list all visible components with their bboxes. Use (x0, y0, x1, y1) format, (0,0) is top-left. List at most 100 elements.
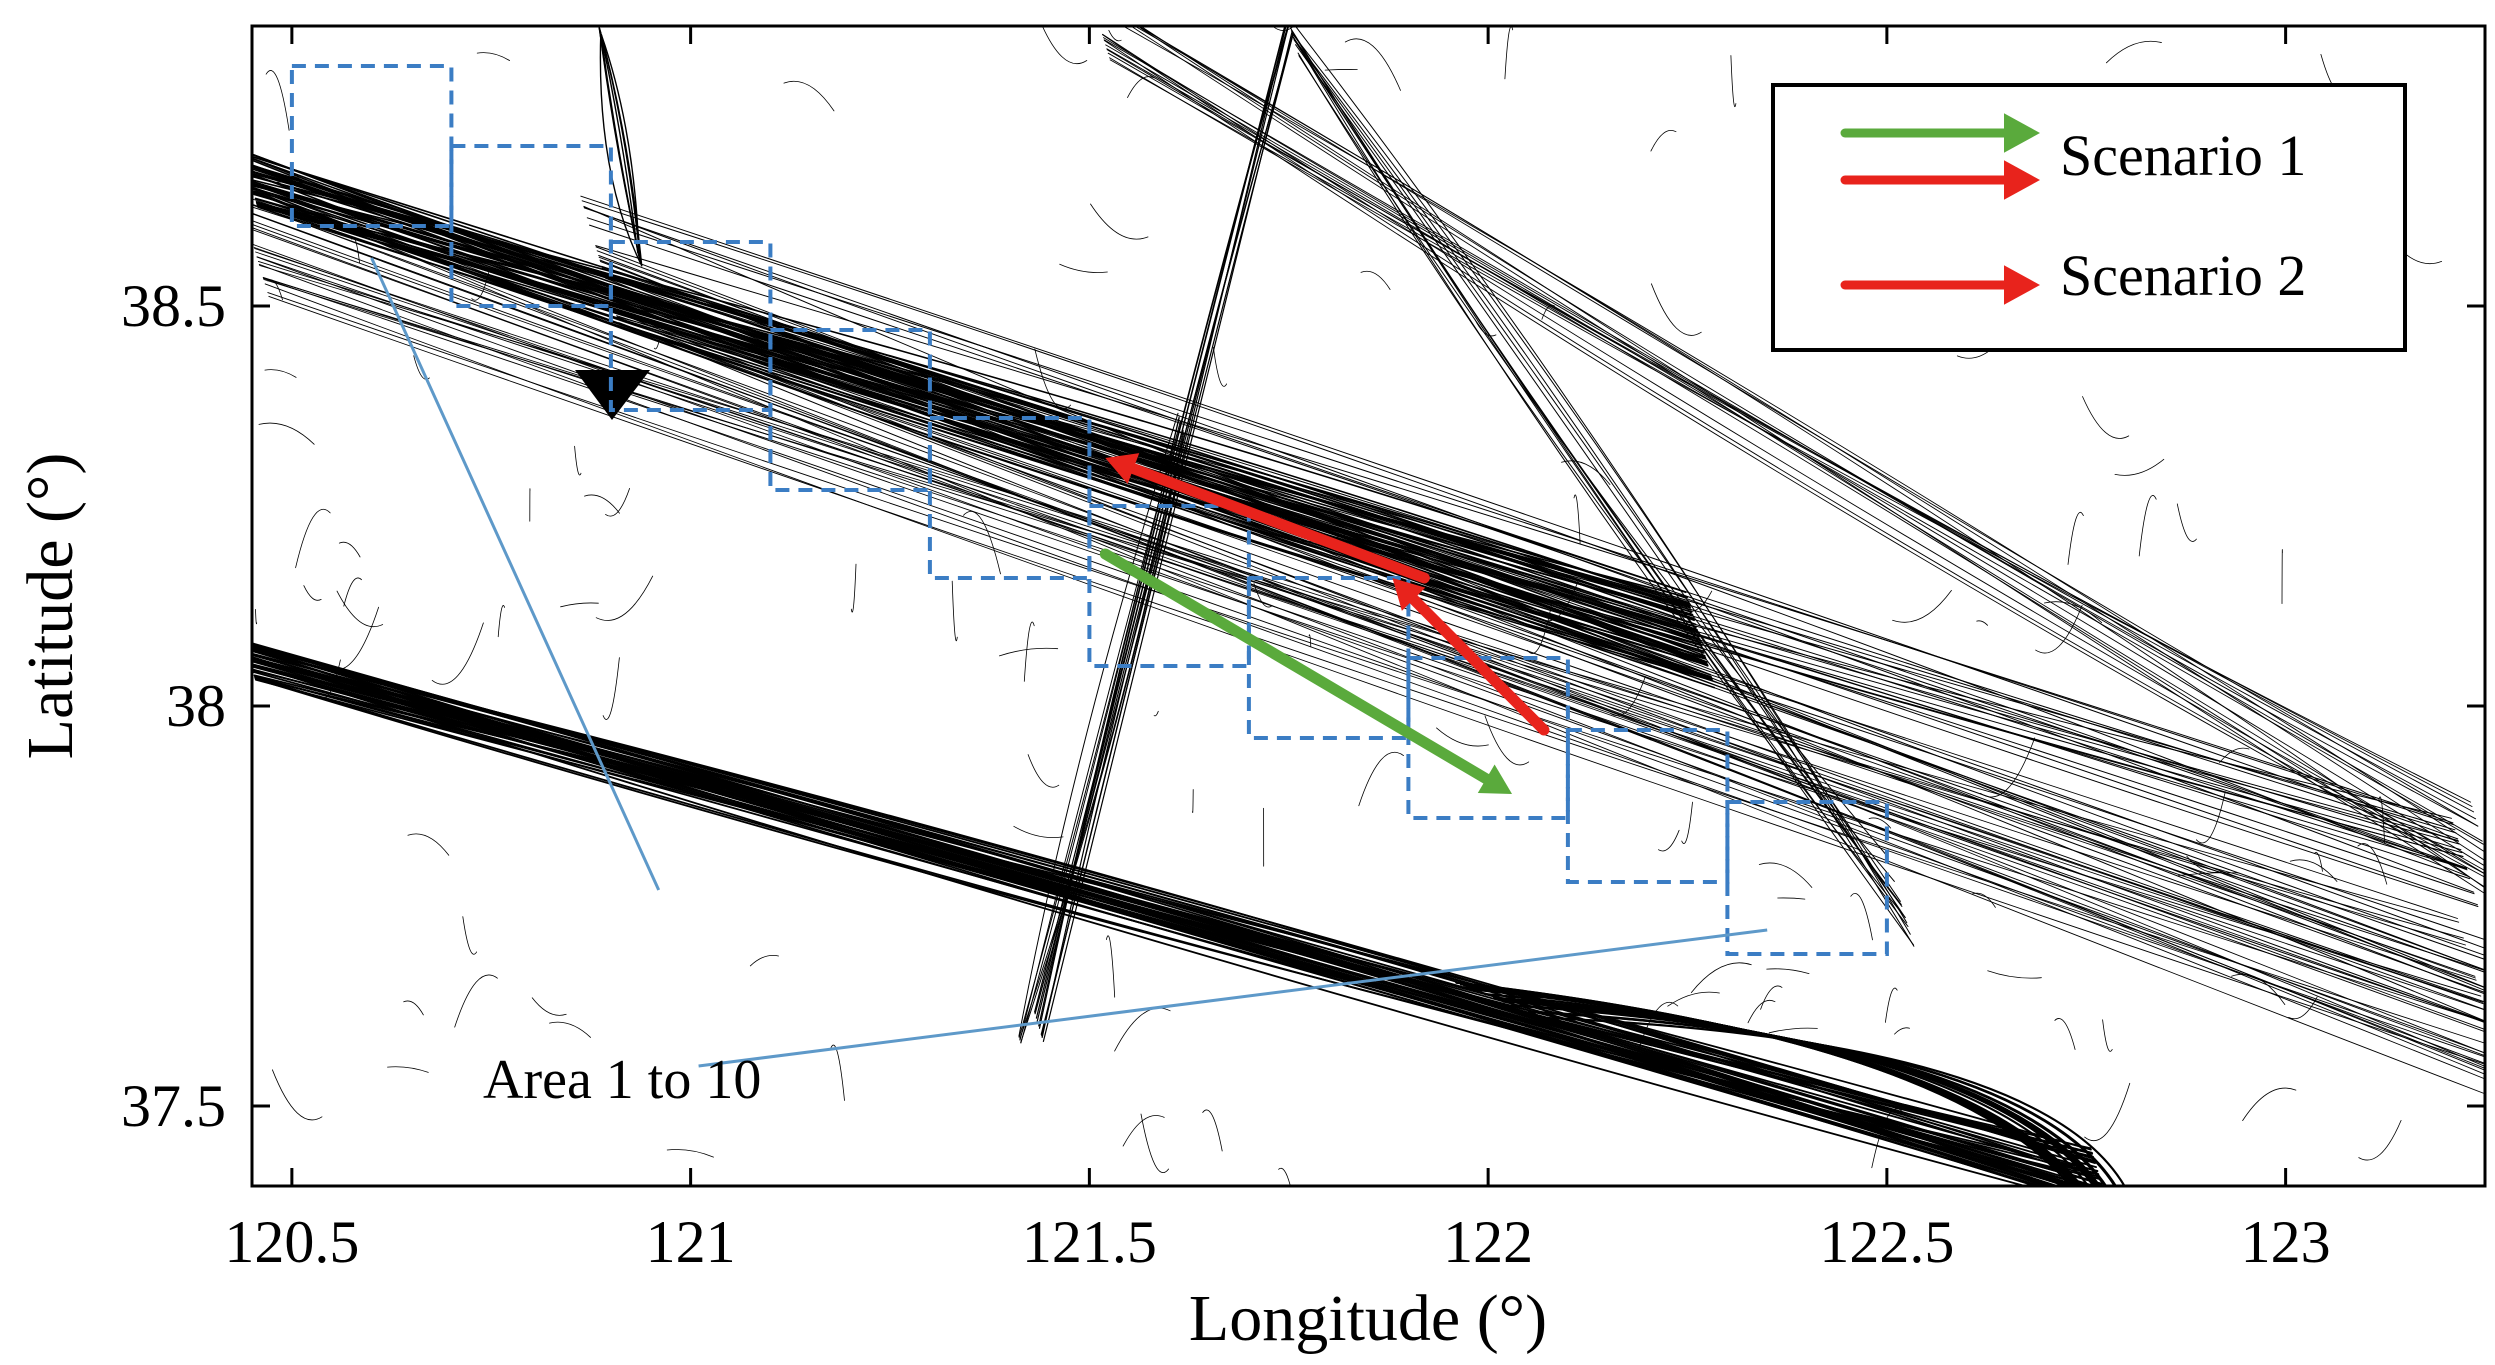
ship-track (252, 184, 1691, 606)
ship-track (1892, 590, 1952, 623)
ship-track (608, 290, 2463, 854)
ship-track (1976, 620, 1988, 626)
ship-track (612, 301, 2464, 857)
ship-track (252, 186, 2485, 1067)
ship-track (264, 283, 2485, 1065)
ship-track (580, 195, 2459, 840)
arrow-head (1392, 578, 1426, 611)
ship-track (303, 585, 322, 601)
ship-track (252, 223, 2477, 981)
x-tick-label: 122.5 (1819, 1209, 1954, 1275)
ship-track (618, 324, 2485, 973)
ship-track (1290, 27, 1909, 927)
ship-track (1133, 26, 2485, 889)
x-tick-label: 120.5 (224, 1209, 359, 1275)
ship-track (1122, 26, 2485, 853)
ship-track (1667, 991, 1720, 1007)
ship-track (1980, 737, 2036, 798)
ship-track (2106, 40, 2162, 64)
ship-track (252, 657, 2101, 1181)
ship-track (602, 657, 620, 720)
ship-track (267, 279, 283, 301)
ship-track (1493, 996, 2095, 1186)
ship-track (2176, 503, 2197, 542)
ship-track (336, 590, 384, 628)
ship-track (2358, 1120, 2402, 1161)
ship-track (1527, 601, 1553, 654)
ship-track (255, 251, 2485, 1024)
arrow-head (2004, 265, 2040, 305)
ship-track (272, 1069, 323, 1121)
ship-track (2138, 495, 2157, 557)
ship-track (1850, 893, 1873, 941)
ship-track (1465, 985, 2079, 1186)
scenario-arrow (1099, 548, 1513, 794)
ship-track (1502, 1000, 2101, 1186)
scenario-arrows (1099, 453, 1550, 794)
ship-track (1894, 1027, 1910, 1035)
ship-track (603, 273, 2459, 841)
y-axis-ticks: 37.5 38 38.5 (121, 273, 2485, 1139)
ship-track (255, 609, 258, 625)
study-area-box (608, 240, 773, 412)
ship-track (2242, 1087, 2297, 1121)
ship-track (293, 173, 301, 187)
ship-track (252, 203, 2485, 1069)
ship-track (403, 1000, 424, 1016)
ship-track (599, 259, 2485, 995)
ship-track (999, 647, 1059, 657)
ship-track (1020, 416, 1180, 1044)
study-area-box (1725, 800, 1889, 956)
ship-track (1019, 430, 1184, 1040)
ship-track (604, 275, 2467, 869)
ship-track (1114, 1007, 1171, 1052)
ship-track (1297, 52, 1895, 882)
arrow-shaft (1099, 548, 1492, 785)
ship-track (462, 916, 477, 955)
ship-track (258, 422, 315, 445)
ship-track (1294, 26, 1911, 935)
ship-track (618, 322, 2485, 1023)
y-tick-label: 38.5 (121, 273, 226, 339)
ship-track (338, 541, 361, 558)
ship-track (1436, 727, 1489, 747)
ship-track (268, 295, 2485, 1044)
ship-track (252, 155, 1695, 620)
ship-tracks (252, 26, 2485, 1186)
annotation-leaders (370, 257, 1768, 1068)
ship-track (531, 997, 567, 1016)
legend-label: Scenario 1 (2060, 123, 2306, 188)
ship-track (1885, 987, 1898, 1023)
ship-track (256, 202, 1703, 647)
ship-track (2084, 1082, 2131, 1142)
ship-track (1253, 583, 1273, 608)
ship-track (1651, 283, 1702, 336)
ship-track (1153, 710, 1159, 717)
ship-track (407, 833, 450, 856)
ship-track (1658, 829, 1680, 852)
ship-track (595, 246, 2485, 988)
ship-track (1020, 432, 1185, 1043)
ship-track (595, 575, 654, 621)
ship-track (1140, 1113, 1169, 1174)
ship-track (600, 33, 641, 262)
ship-track (1107, 52, 2475, 813)
legend: Scenario 1 Scenario 2 (1771, 83, 2407, 352)
ship-track (252, 227, 2485, 1011)
ship-track (1040, 26, 1287, 1035)
ship-track (351, 237, 360, 264)
legend-swatch-arrow (1840, 113, 2040, 153)
ship-track (1358, 751, 1404, 807)
ship-track (252, 645, 2048, 1186)
ship-track (830, 1044, 845, 1101)
ship-track (1013, 825, 1064, 838)
ship-track (1758, 862, 1813, 888)
ship-track (1108, 29, 1122, 42)
ship-track (1202, 1109, 1223, 1152)
ship-track (850, 563, 857, 613)
ship-track (1102, 33, 2485, 872)
ship-track (1109, 59, 2484, 845)
ship-track (1684, 590, 1713, 612)
ship-track (1293, 37, 1906, 918)
ship-track (1543, 1016, 2126, 1186)
